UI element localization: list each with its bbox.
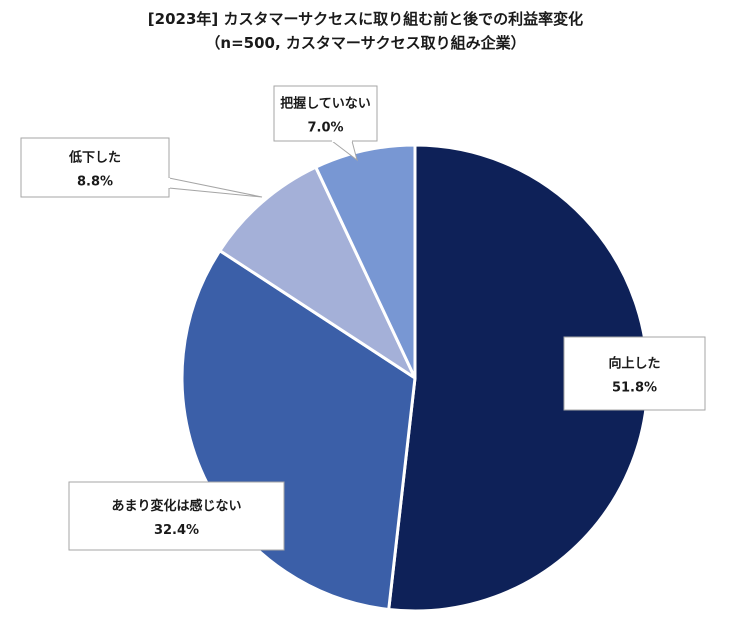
pie-slice-4 <box>314 143 417 380</box>
callouts: 向上した 51.8% あまり変化は感じない 32.4% 低下した 8.8% 把握していない 7… <box>20 85 706 551</box>
chart-title: [2023年] カスタマーサクセスに取り組む前と後での利益率変化 <box>147 10 584 28</box>
callout-box <box>563 336 706 411</box>
slice-label: 把握していない <box>280 96 371 112</box>
callout-2: あまり変化は感じない 32.4% <box>68 481 285 551</box>
slice-label: 低下した <box>68 150 121 166</box>
slice-value-label: 7.0% <box>307 121 343 136</box>
pie-slice-3 <box>218 165 417 380</box>
callout-1: 向上した 51.8% <box>563 336 706 411</box>
callout-box <box>68 481 285 551</box>
slice-value-label: 8.8% <box>77 175 113 190</box>
callout-3: 低下した 8.8% <box>20 137 263 198</box>
callout-box <box>273 85 378 142</box>
slice-value-label: 32.4% <box>154 523 199 538</box>
slice-label: 向上した <box>608 356 660 372</box>
pie-slices <box>180 143 650 613</box>
slice-value-label: 51.8% <box>612 381 657 396</box>
chart-subtitle: （n=500, カスタマーサクセス取り組み企業） <box>205 34 526 52</box>
slice-label: あまり変化は感じない <box>111 498 241 514</box>
callout-box <box>20 137 170 198</box>
callout-4: 把握していない 7.0% <box>273 85 378 162</box>
callout-pointer <box>168 177 263 198</box>
